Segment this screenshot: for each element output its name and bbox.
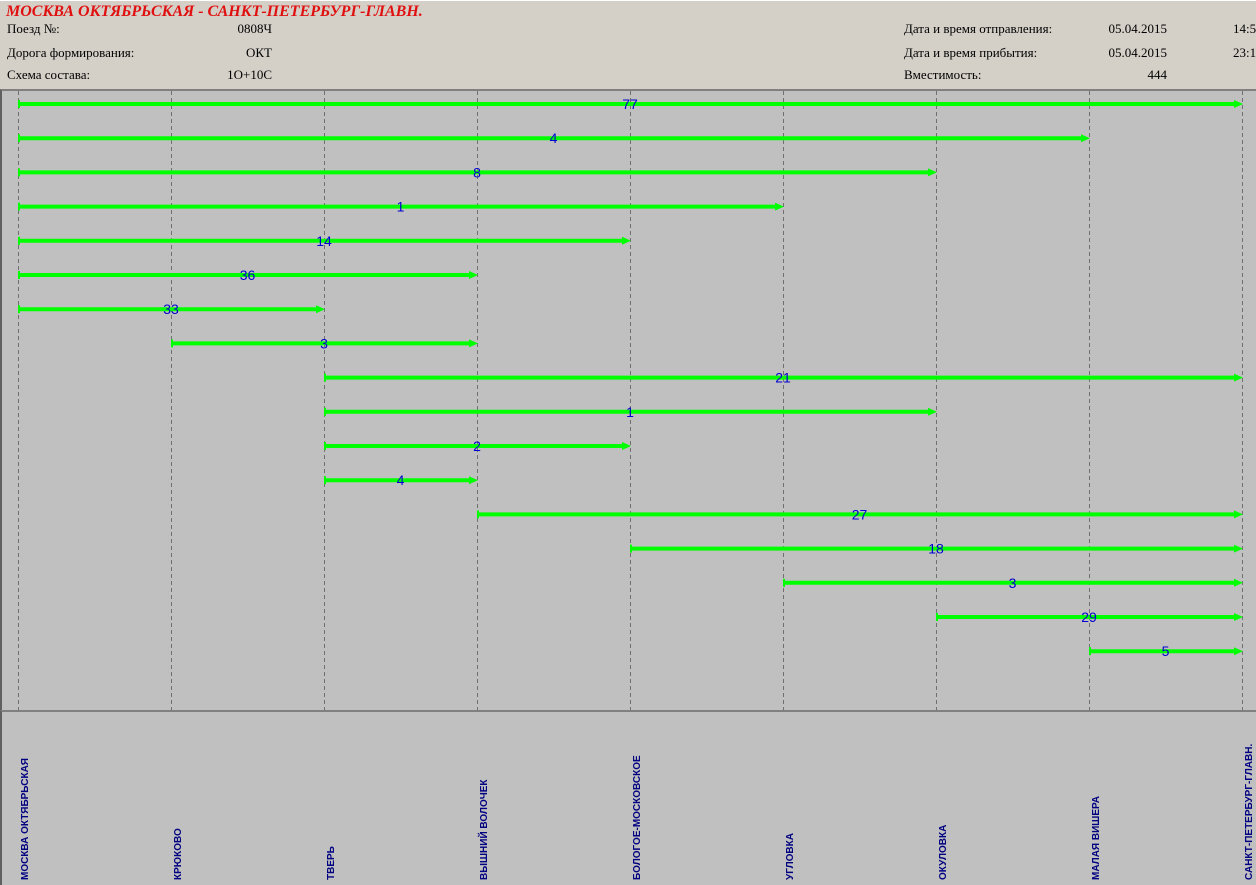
- segment-arrow-icon: [622, 442, 631, 450]
- segment-arrow-icon: [775, 202, 784, 211]
- segment-arrow-icon: [469, 271, 478, 279]
- departure-label: Дата и время отправления:: [904, 21, 1053, 36]
- train-value: 0808Ч: [237, 21, 272, 36]
- segment-value: 1: [397, 199, 405, 215]
- segment-value: 1: [626, 404, 634, 420]
- station-label: САНКТ-ПЕТЕРБУРГ-ГЛАВН.: [1244, 743, 1255, 880]
- segment-value: 14: [316, 233, 332, 249]
- segment-arrow-icon: [469, 476, 478, 485]
- segment-value: 18: [928, 541, 944, 557]
- departure-date: 05.04.2015: [1108, 21, 1168, 36]
- road-value: ОКТ: [246, 45, 272, 60]
- arrival-date: 05.04.2015: [1108, 45, 1168, 60]
- segment-value: 4: [550, 130, 558, 146]
- arrival-time: 23:1: [1233, 45, 1256, 60]
- segment-arrow-icon: [928, 168, 937, 177]
- segment-arrow-icon: [1234, 100, 1243, 108]
- segment-arrow-icon: [1234, 578, 1243, 587]
- scheme-value: 1О+10С: [227, 67, 272, 82]
- segment-value: 27: [852, 506, 868, 522]
- road-label: Дорога формирования:: [7, 45, 135, 60]
- segment-value: 3: [1009, 575, 1017, 591]
- segment-arrow-icon: [1234, 613, 1243, 621]
- segment-arrow-icon: [469, 339, 478, 348]
- station-label: ВЫШНИЙ ВОЛОЧЕК: [479, 779, 490, 880]
- segment-value: 29: [1081, 609, 1097, 625]
- segment-arrow-icon: [1081, 134, 1090, 143]
- segment-arrow-icon: [928, 407, 937, 416]
- station-label: КРЮКОВО: [173, 828, 184, 880]
- station-labels: МОСКВА ОКТЯБРЬСКАЯ КРЮКОВО ТВЕРЬ ВЫШНИЙ ВОЛ…: [0, 710, 1256, 885]
- route-title: МОСКВА ОКТЯБРЬСКАЯ - САНКТ-ПЕТЕРБУРГ-ГЛА…: [6, 3, 423, 20]
- train-info-header: МОСКВА ОКТЯБРЬСКАЯ - САНКТ-ПЕТЕРБУРГ-ГЛА…: [0, 0, 1256, 89]
- capacity-value: 444: [1147, 67, 1168, 82]
- segment-arrow-icon: [1234, 544, 1243, 553]
- station-label: УГЛОВКА: [785, 833, 796, 880]
- segment-arrow-icon: [1234, 510, 1243, 519]
- scheme-label: Схема состава:: [7, 67, 91, 82]
- segment-value: 21: [775, 370, 791, 386]
- train-label: Поезд №:: [7, 21, 60, 36]
- station-label: ОКУЛОВКА: [938, 824, 949, 880]
- segment-value: 33: [163, 301, 179, 317]
- segment-arrow-icon: [622, 236, 631, 245]
- station-label: ТВЕРЬ: [326, 846, 337, 880]
- departure-time: 14:5: [1233, 21, 1256, 36]
- segment-value: 8: [473, 164, 481, 180]
- segment-value: 3: [320, 335, 328, 351]
- occupancy-chart: 77 4 8 1 14 36 33 3 21 1 2 4 27 18 3 29 5: [0, 89, 1256, 711]
- segment-arrow-icon: [316, 305, 325, 314]
- segment-arrow-icon: [1234, 373, 1243, 382]
- segment-arrow-icon: [1234, 647, 1243, 656]
- station-label: МАЛАЯ ВИШЕРА: [1091, 795, 1102, 880]
- segment-value: 36: [240, 267, 256, 283]
- arrival-label: Дата и время прибытия:: [904, 45, 1038, 60]
- station-label: БОЛОГОЕ-МОСКОВСКОЕ: [632, 755, 643, 880]
- capacity-label: Вместимость:: [904, 67, 982, 82]
- station-label: МОСКВА ОКТЯБРЬСКАЯ: [20, 758, 31, 880]
- segment-value: 4: [397, 472, 405, 488]
- segment-value: 2: [473, 438, 481, 454]
- segment-value: 5: [1162, 643, 1170, 659]
- segment-value: 77: [622, 96, 638, 112]
